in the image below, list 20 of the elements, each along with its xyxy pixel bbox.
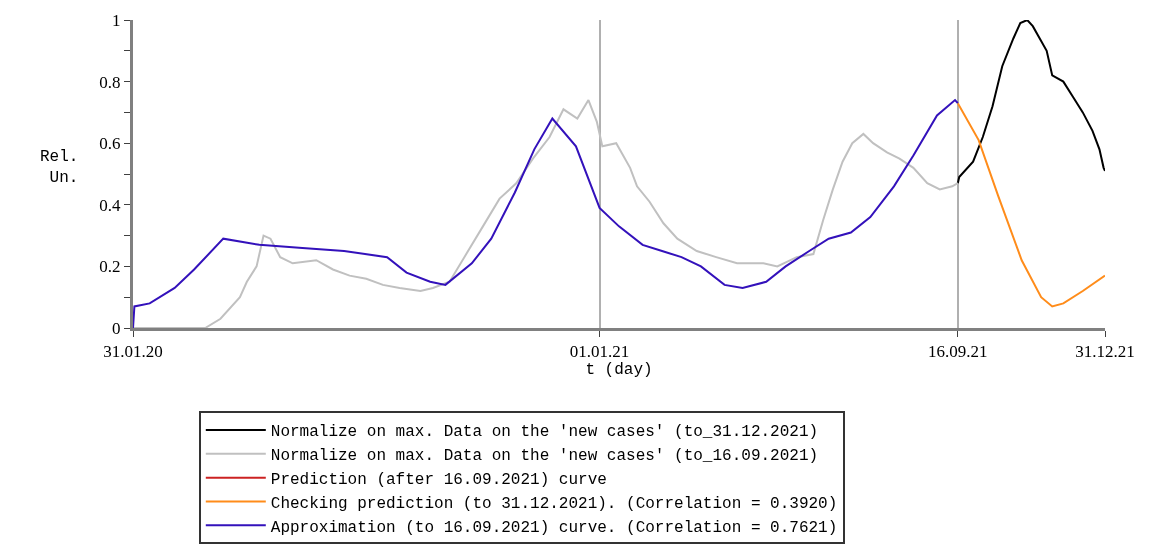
legend-label: Prediction (after 16.09.2021) curve (270, 470, 607, 489)
y-tick-label: 0 (112, 318, 121, 338)
x-tick-label: 31.01.20 (103, 342, 163, 362)
y-tick-label: 0.6 (99, 134, 121, 154)
y-tick-label: 0.2 (99, 257, 121, 277)
y-tick-label: 0.8 (99, 72, 121, 92)
line-series (133, 99, 959, 328)
legend-label: Normalize on max. Data on the 'new cases' (to_31.12.2021) (270, 423, 819, 442)
y-tick-label: 0.4 (99, 195, 122, 215)
y-tick-label: 1 (112, 10, 121, 30)
line-series (956, 102, 1105, 308)
legend-label: Approximation (to 16.09.2021) curve. (Correlation = 0.7621) (270, 518, 838, 537)
legend-label: Normalize on max. Data on the 'new cases' (to_16.09.2021) (270, 447, 819, 466)
x-tick-label: 16.09.21 (928, 342, 988, 362)
y-axis-title: Rel. Un. (40, 148, 79, 187)
x-axis-title: t (day) (585, 361, 653, 380)
x-tick-label: 31.12.21 (1075, 342, 1135, 362)
line-series (956, 20, 1105, 185)
legend-label: Checking prediction (to 31.12.2021). (Correlation = 0.3920) (270, 494, 838, 513)
x-tick-label: 01.01.21 (569, 342, 630, 362)
